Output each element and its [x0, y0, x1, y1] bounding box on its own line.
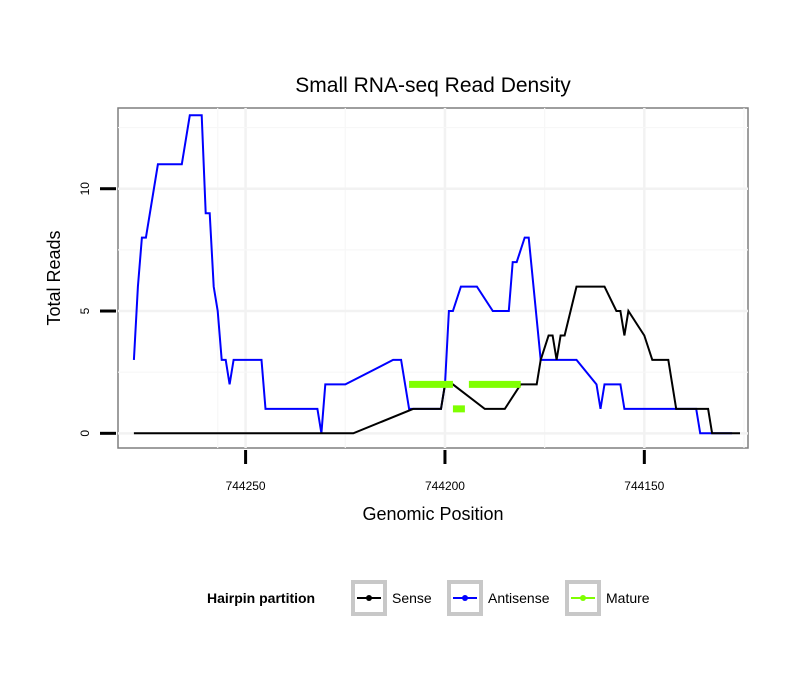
legend-key-point-antisense	[462, 595, 468, 601]
legend-item-sense[interactable]: Sense	[351, 580, 432, 616]
legend-title: Hairpin partition	[207, 590, 315, 606]
legend-label-mature: Mature	[606, 590, 650, 606]
y-tick-label: 5	[78, 307, 92, 314]
y-tick-label: 10	[78, 182, 92, 196]
legend-item-antisense[interactable]: Antisense	[447, 580, 550, 616]
y-tick-label: 0	[78, 430, 92, 437]
plot-area	[117, 107, 749, 449]
series-layer	[132, 114, 740, 435]
x-axis: 744250 744200 744150	[226, 450, 665, 493]
legend-label-antisense: Antisense	[488, 590, 550, 606]
chart-title: Small RNA-seq Read Density	[295, 74, 571, 97]
x-axis-title: Genomic Position	[362, 504, 503, 524]
plot-background	[117, 107, 749, 449]
legend-key-box-antisense	[447, 580, 483, 616]
legend: Hairpin partition Sense Antisense Mature	[207, 580, 650, 616]
y-axis-title: Total Reads	[44, 230, 64, 325]
x-tick-label: 744250	[226, 479, 266, 493]
legend-key-point-sense	[366, 595, 372, 601]
legend-label-sense: Sense	[392, 590, 432, 606]
legend-item-mature[interactable]: Mature	[565, 580, 650, 616]
x-tick-label: 744150	[624, 479, 664, 493]
series-antisense-line	[132, 114, 733, 435]
y-axis: 0 5 10	[78, 182, 116, 437]
legend-key-point-mature	[580, 595, 586, 601]
x-tick-label: 744200	[425, 479, 465, 493]
series-sense-line	[133, 285, 740, 435]
grid	[118, 108, 748, 448]
